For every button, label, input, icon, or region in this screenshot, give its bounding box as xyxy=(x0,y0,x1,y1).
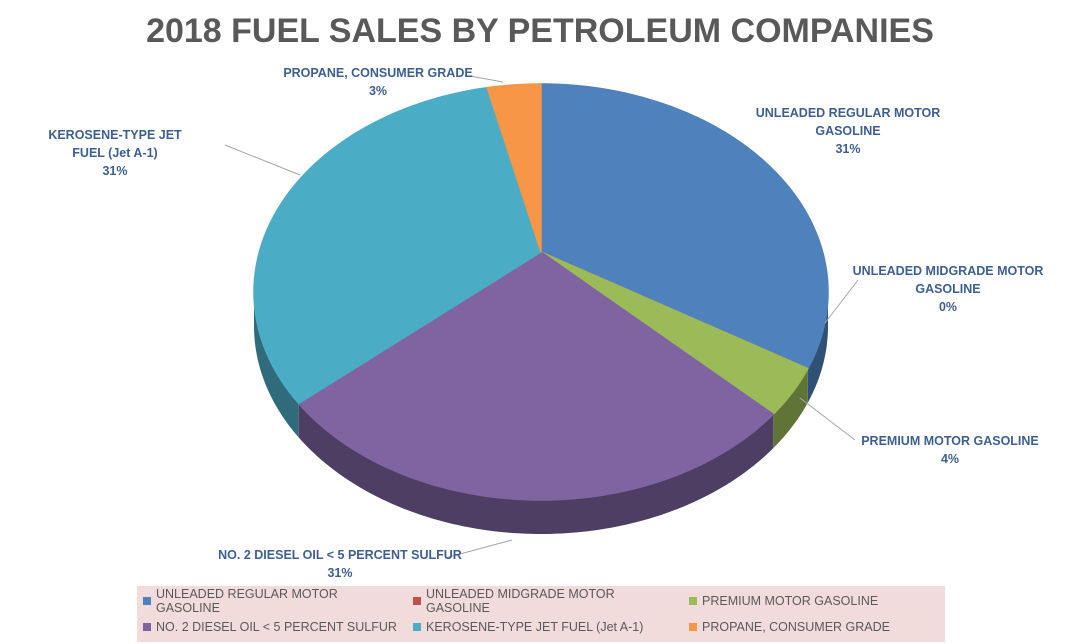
leader-line xyxy=(444,539,513,559)
data-label-value: 31% xyxy=(102,164,128,178)
leader-line xyxy=(469,75,504,83)
data-label-value: 3% xyxy=(368,84,388,98)
slice xyxy=(540,83,829,370)
chart-title: 2018 FUEL SALES BY PETROLEUM COMPANIES xyxy=(146,12,934,50)
legend-swatch xyxy=(143,623,151,631)
slice-side xyxy=(254,292,299,438)
legend-label: UNLEADED REGULAR MOTOR GASOLINE xyxy=(156,587,338,615)
slice xyxy=(253,86,542,405)
legend-swatch xyxy=(689,623,697,631)
legend-item: PREMIUM MOTOR GASOLINE xyxy=(689,590,929,612)
data-label: UNLEADED REGULAR MOTOR GASOLINE 31% xyxy=(748,104,948,158)
legend-item: UNLEADED MIDGRADE MOTOR GASOLINE xyxy=(413,587,681,615)
data-label-name: NO. 2 DIESEL OIL < 5 PERCENT SULFUR xyxy=(218,548,462,562)
data-label-name: KEROSENE-TYPE JET FUEL (Jet A-1) xyxy=(48,128,182,160)
slice-side xyxy=(298,403,774,534)
data-label-value: 4% xyxy=(940,452,960,466)
legend-label: PROPANE, CONSUMER GRADE xyxy=(702,620,890,634)
legend-swatch xyxy=(689,597,697,605)
slice xyxy=(486,83,542,253)
data-label-name: PREMIUM MOTOR GASOLINE xyxy=(861,434,1039,448)
leader-line xyxy=(824,279,859,324)
legend-swatch xyxy=(143,597,151,605)
slice-side xyxy=(773,368,808,449)
leader-line xyxy=(799,397,856,441)
data-label: PROPANE, CONSUMER GRADE 3% xyxy=(268,64,488,100)
legend-label: PREMIUM MOTOR GASOLINE xyxy=(702,594,879,608)
legend-item: NO. 2 DIESEL OIL < 5 PERCENT SULFUR xyxy=(143,616,405,638)
legend-item: KEROSENE-TYPE JET FUEL (Jet A-1) xyxy=(413,616,681,638)
legend-label: UNLEADED MIDGRADE MOTOR GASOLINE xyxy=(425,587,615,615)
legend-label: KEROSENE-TYPE JET FUEL (Jet A-1) xyxy=(426,620,644,634)
data-label: UNLEADED MIDGRADE MOTOR GASOLINE 0% xyxy=(848,262,1048,316)
data-label-value: 31% xyxy=(327,566,353,580)
data-label-value: 31% xyxy=(835,142,861,156)
legend: UNLEADED REGULAR MOTOR GASOLINE UNLEADED … xyxy=(137,586,945,642)
data-label: PREMIUM MOTOR GASOLINE 4% xyxy=(850,432,1050,468)
legend-label: NO. 2 DIESEL OIL < 5 PERCENT SULFUR xyxy=(156,620,397,634)
legend-swatch xyxy=(413,623,421,631)
legend-item: PROPANE, CONSUMER GRADE xyxy=(689,616,929,638)
data-label: KEROSENE-TYPE JET FUEL (Jet A-1) 31% xyxy=(40,126,190,180)
data-label-value: 0% xyxy=(938,300,958,314)
data-label: NO. 2 DIESEL OIL < 5 PERCENT SULFUR 31% xyxy=(215,546,465,582)
data-label-name: UNLEADED MIDGRADE MOTOR GASOLINE xyxy=(852,264,1044,296)
leader-line xyxy=(224,144,301,176)
slice xyxy=(540,251,809,416)
data-label-name: PROPANE, CONSUMER GRADE xyxy=(283,66,473,80)
legend-swatch xyxy=(413,597,421,605)
data-label-name: UNLEADED REGULAR MOTOR GASOLINE xyxy=(755,106,941,138)
legend-item: UNLEADED REGULAR MOTOR GASOLINE xyxy=(143,587,405,615)
slice xyxy=(297,251,775,501)
